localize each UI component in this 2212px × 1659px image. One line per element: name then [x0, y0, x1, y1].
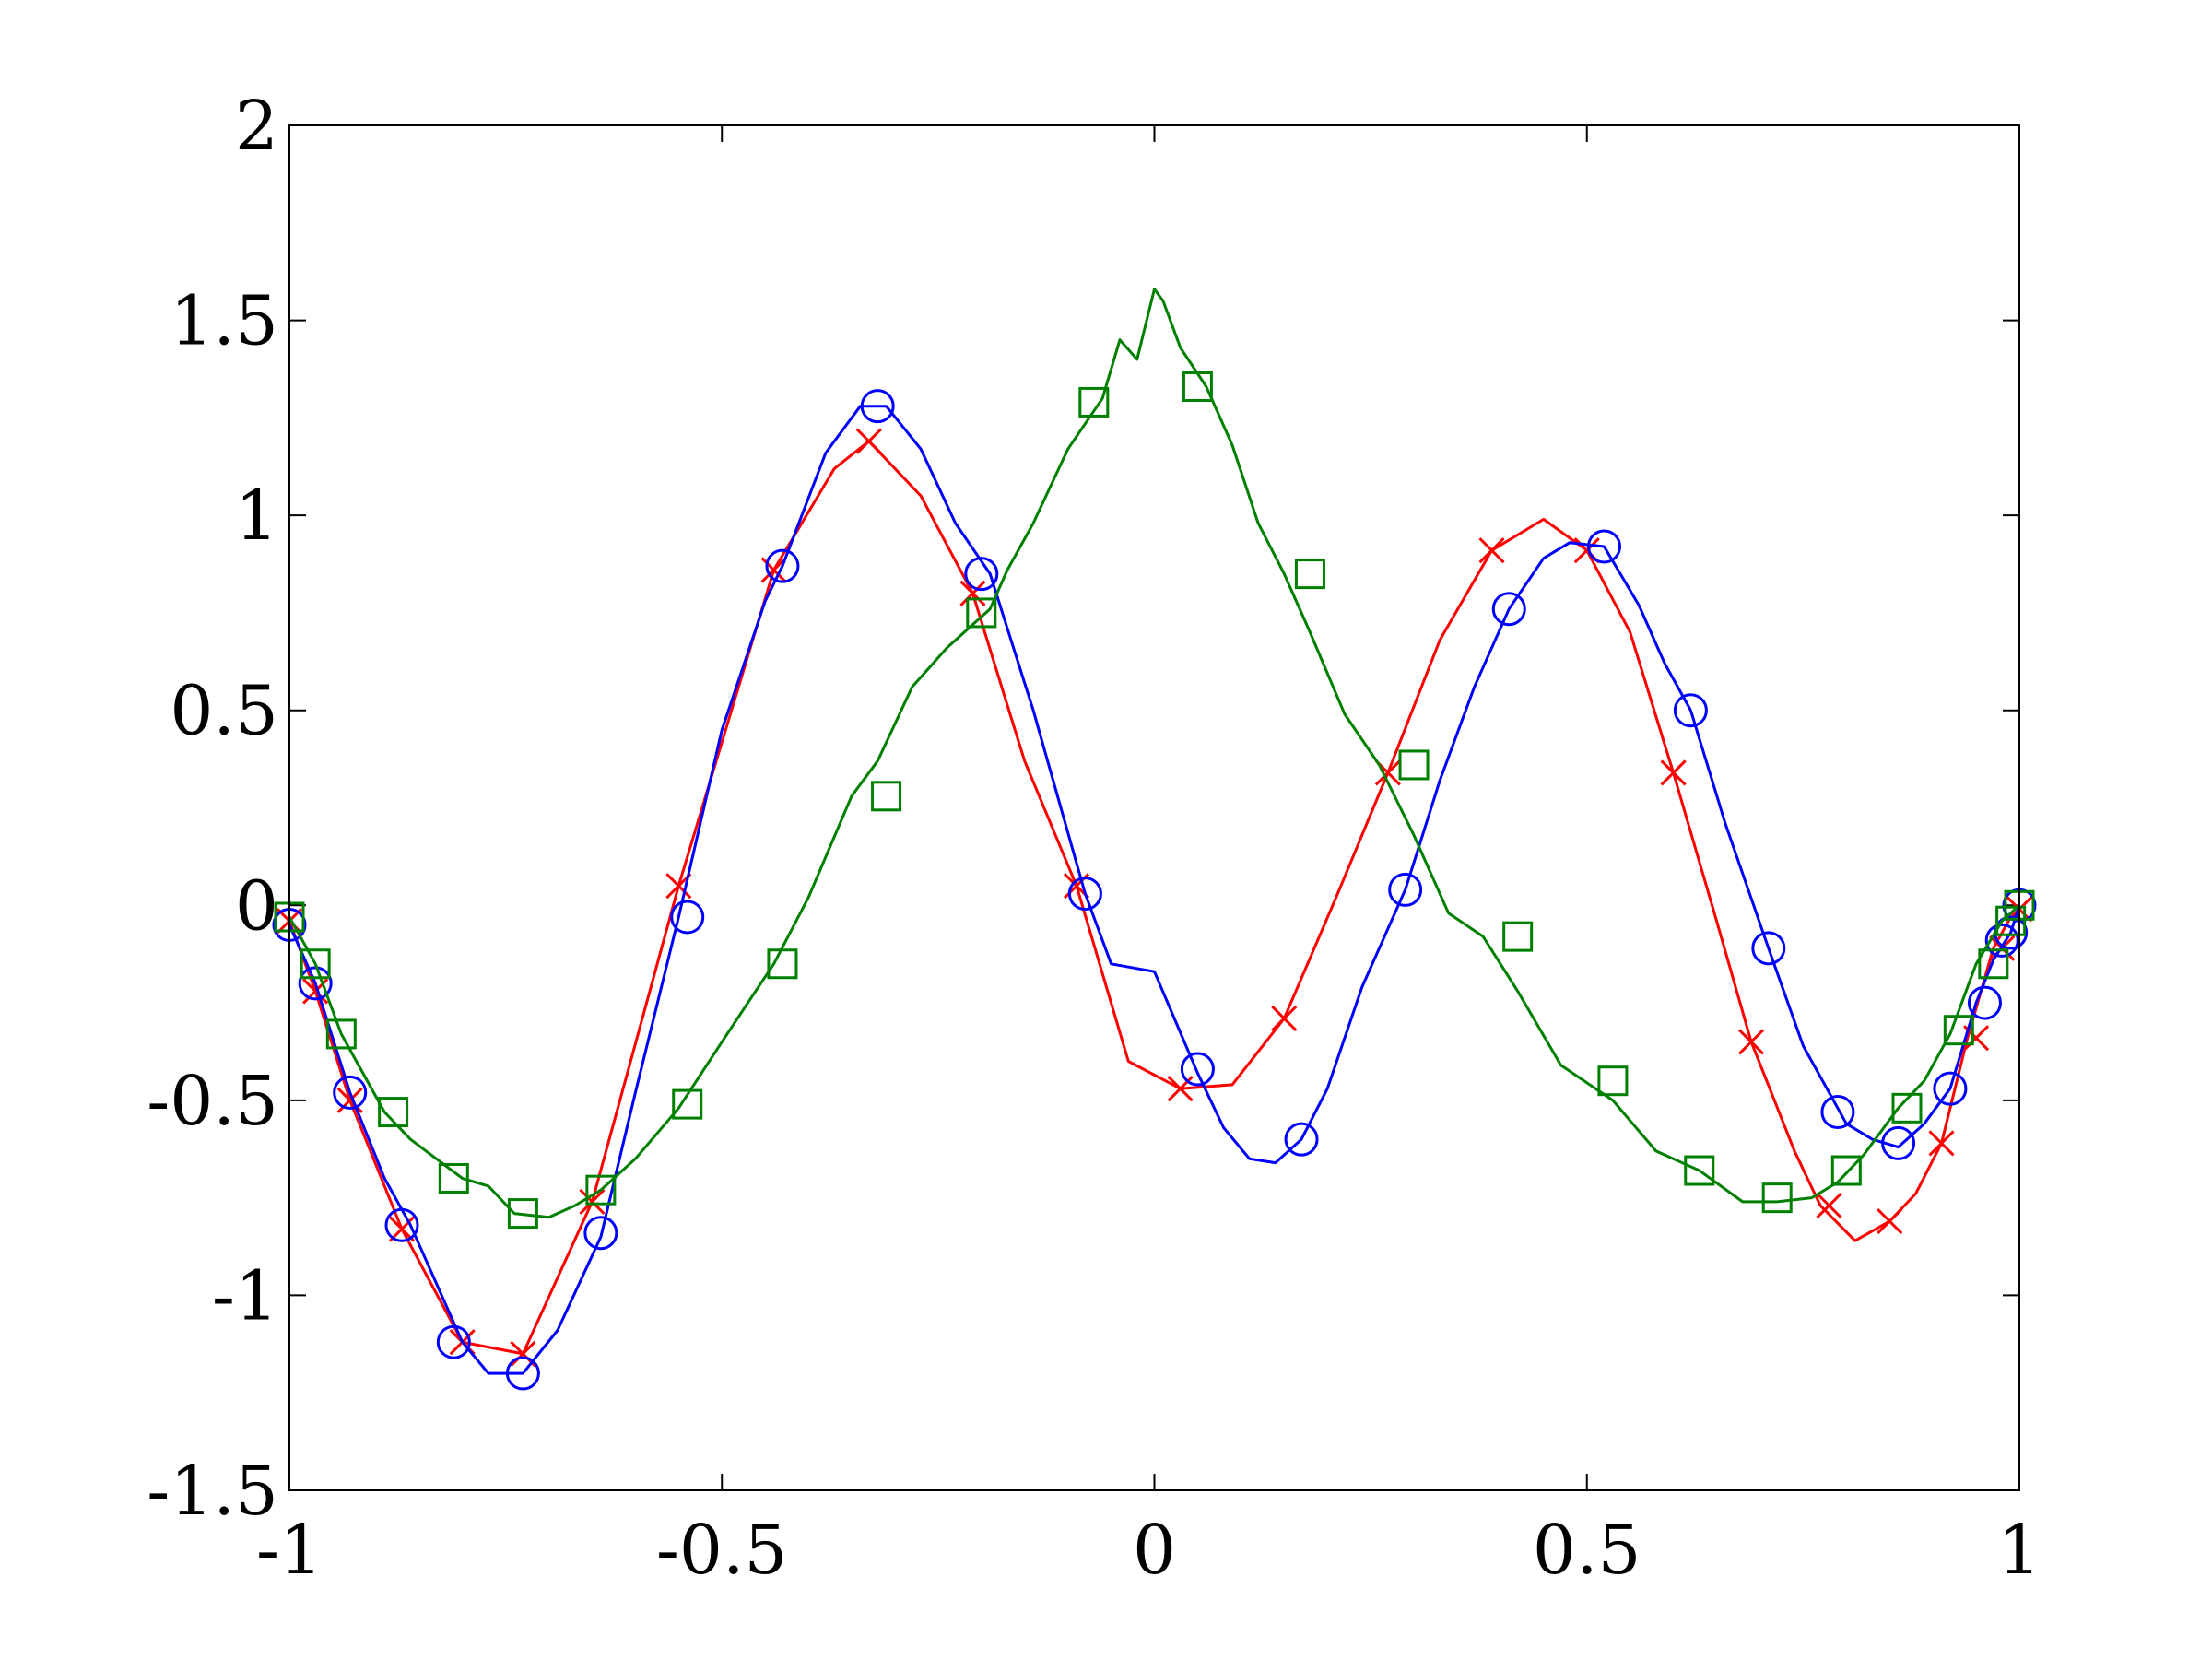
series-3	[274, 288, 2035, 1230]
x-marker	[959, 580, 986, 606]
x-tick-label: 0	[1133, 1511, 1176, 1590]
square-marker	[1078, 386, 1110, 418]
circle-marker	[1587, 529, 1622, 564]
x-marker	[1478, 537, 1505, 564]
square-marker	[1995, 905, 2027, 936]
square-marker	[1182, 371, 1213, 403]
circle-marker	[1284, 1122, 1319, 1157]
square-marker	[1398, 749, 1430, 781]
circle-marker	[1984, 923, 2019, 958]
x-marker	[1877, 1207, 1903, 1235]
circle-marker	[1751, 931, 1786, 966]
square-marker	[767, 948, 798, 980]
square-marker	[585, 1174, 617, 1206]
square-marker	[438, 1162, 469, 1194]
square-marker	[1891, 1092, 1923, 1124]
square-marker	[325, 1018, 357, 1050]
x-marker	[1737, 1029, 1765, 1055]
x-tick-label: -0.5	[656, 1511, 788, 1590]
y-tick-label: 0.5	[170, 672, 278, 751]
circle-marker	[670, 900, 705, 935]
square-marker	[672, 1088, 703, 1120]
circle-marker	[1933, 1071, 1968, 1106]
x-tick-label: -1	[256, 1511, 323, 1590]
circle-marker	[1388, 872, 1423, 907]
circle-marker	[1067, 877, 1102, 912]
y-tick-label: -0.5	[147, 1062, 278, 1141]
circle-marker	[1820, 1095, 1855, 1130]
series-line	[288, 440, 2021, 1356]
y-tick-label: 1.5	[170, 282, 278, 361]
circle-marker	[1967, 985, 2002, 1020]
circle-marker	[1673, 693, 1708, 728]
circle-marker	[384, 1207, 419, 1242]
circle-marker	[505, 1356, 540, 1391]
series-2	[272, 389, 2037, 1391]
square-marker	[1597, 1065, 1629, 1097]
square-marker	[507, 1198, 538, 1230]
y-tick-label: 0	[235, 866, 278, 946]
x-tick-label: 0.5	[1533, 1511, 1641, 1590]
square-marker	[300, 948, 331, 980]
y-tick-label: -1.5	[147, 1452, 278, 1531]
circle-marker	[860, 389, 895, 424]
square-marker	[1502, 921, 1534, 952]
tick-labels: -1 -0.5 0 0.5 1-1.5-1-0.500.511.52	[147, 87, 2041, 1590]
circle-marker	[436, 1324, 471, 1359]
circle-marker	[964, 557, 999, 592]
series-line	[288, 288, 2021, 1219]
square-marker	[1943, 1015, 1974, 1046]
series-layer	[272, 288, 2037, 1391]
circle-marker	[1881, 1125, 1916, 1160]
x-marker	[1928, 1130, 1955, 1157]
circle-marker	[1491, 592, 1526, 627]
circle-marker	[333, 1075, 368, 1110]
x-marker	[760, 557, 787, 583]
x-marker	[336, 1087, 363, 1113]
x-tick-label: 1	[1997, 1511, 2041, 1590]
square-marker	[378, 1097, 409, 1128]
square-marker	[1294, 559, 1325, 590]
square-marker	[966, 597, 997, 629]
plot-frame	[288, 124, 2020, 1491]
square-marker	[1761, 1182, 1793, 1214]
x-marker	[855, 428, 882, 454]
circle-marker	[583, 1216, 618, 1251]
square-marker	[1978, 948, 2009, 980]
y-tick-label: 2	[235, 87, 278, 166]
x-marker	[579, 1188, 606, 1215]
x-marker	[1816, 1193, 1842, 1219]
x-marker	[1660, 759, 1687, 786]
square-marker	[1830, 1155, 1862, 1186]
y-tick-label: 1	[235, 477, 278, 556]
square-marker	[871, 781, 902, 812]
series-line	[288, 405, 2021, 1375]
x-marker	[1271, 1005, 1298, 1032]
square-marker	[1684, 1155, 1715, 1186]
circle-marker	[1180, 1052, 1215, 1087]
y-tick-label: -1	[212, 1256, 278, 1335]
circle-marker	[765, 548, 800, 583]
